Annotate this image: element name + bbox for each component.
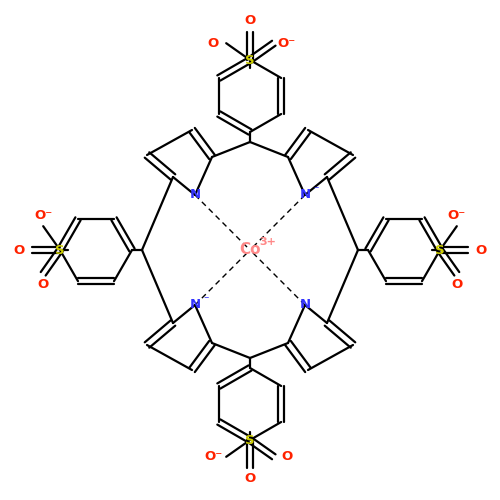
Text: 3+: 3+ (260, 237, 276, 247)
Text: O⁻: O⁻ (204, 450, 223, 464)
Text: O⁻: O⁻ (278, 36, 296, 50)
Text: S: S (245, 434, 255, 446)
Text: O: O (38, 278, 49, 291)
Text: O: O (476, 244, 486, 256)
Text: O: O (244, 472, 256, 486)
Text: O: O (208, 36, 219, 50)
Text: N: N (300, 298, 310, 312)
Text: O: O (281, 450, 292, 464)
Text: N: N (300, 188, 310, 202)
Text: ⁻: ⁻ (313, 185, 319, 195)
Text: O: O (451, 278, 462, 291)
Text: N: N (190, 188, 200, 202)
Text: S: S (435, 244, 445, 256)
Text: O⁻: O⁻ (448, 208, 466, 222)
Text: ⁻: ⁻ (203, 295, 209, 305)
Text: O: O (14, 244, 24, 256)
Text: S: S (245, 54, 255, 66)
Text: O: O (244, 14, 256, 28)
Text: N: N (190, 298, 200, 312)
Text: O⁻: O⁻ (34, 208, 52, 222)
Text: S: S (55, 244, 65, 256)
Text: Co: Co (240, 242, 261, 258)
